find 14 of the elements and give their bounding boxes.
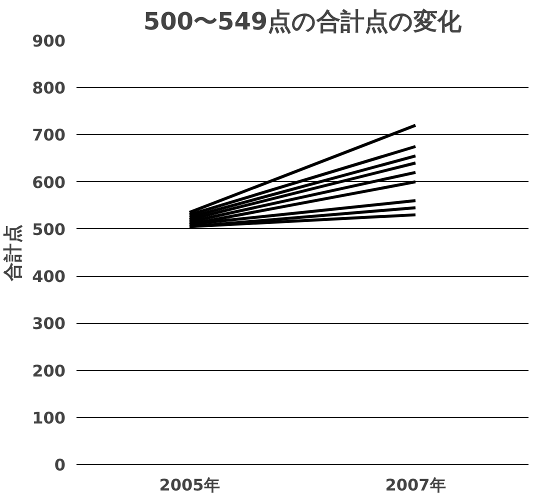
y-axis-title: 合計点 xyxy=(2,224,24,282)
x-tick-label: 2005年 xyxy=(159,476,220,494)
y-tick-label: 0 xyxy=(54,456,66,474)
y-tick-label: 600 xyxy=(32,172,66,192)
chart-title: 500〜549点の合計点の変化 xyxy=(143,8,463,36)
y-tick-label: 900 xyxy=(32,32,66,50)
y-tick-label: 300 xyxy=(32,314,66,334)
y-tick-label: 200 xyxy=(32,361,66,380)
y-tick-label: 800 xyxy=(32,78,66,98)
y-tick-label: 500 xyxy=(32,220,66,239)
y-tick-label: 100 xyxy=(32,408,66,428)
y-tick-label: 400 xyxy=(32,267,66,286)
x-tick-label: 2007年 xyxy=(385,476,446,494)
y-tick-label: 700 xyxy=(32,126,66,145)
